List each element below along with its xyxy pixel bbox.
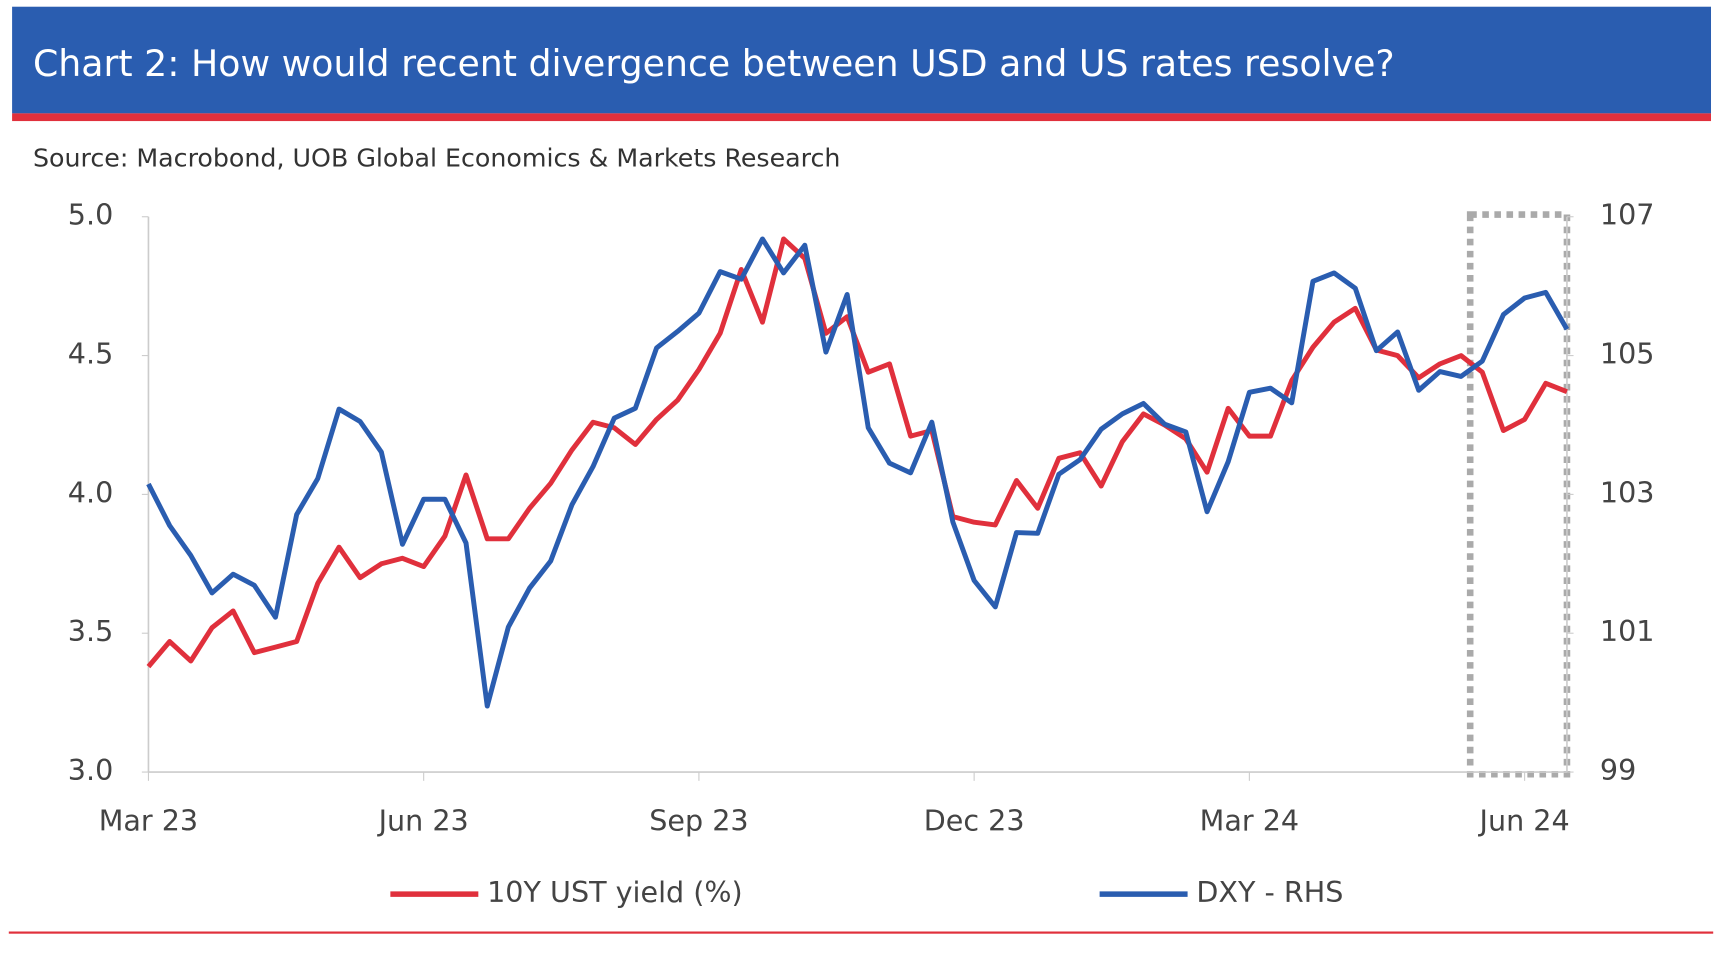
y2-tick-label: 107	[1600, 198, 1655, 232]
title-band	[12, 6, 1712, 114]
y2-tick-label: 101	[1600, 614, 1655, 648]
x-tick-label: Jun 23	[377, 804, 469, 838]
y-tick-label: 4.5	[68, 337, 113, 371]
y-tick-label: 5.0	[68, 198, 113, 232]
x-tick-label: Jun 24	[1478, 804, 1570, 838]
title-underline	[12, 113, 1712, 122]
y-tick-label: 3.5	[68, 614, 113, 648]
legend-label: DXY - RHS	[1196, 875, 1343, 909]
highlight-box	[1466, 211, 1571, 778]
y-tick-label: 4.0	[68, 475, 113, 509]
chart-subtitle: Source: Macrobond, UOB Global Economics …	[33, 144, 840, 173]
x-tick-label: Mar 24	[1200, 804, 1299, 838]
bottom-rule	[8, 931, 1714, 934]
y2-tick-label: 99	[1600, 753, 1636, 787]
chart-title: Chart 2: How would recent divergence bet…	[33, 42, 1395, 85]
series-line	[146, 236, 1568, 669]
y2-tick-label: 105	[1600, 337, 1655, 371]
x-tick-label: Dec 23	[924, 804, 1025, 838]
x-tick-label: Mar 23	[99, 804, 198, 838]
series-line	[146, 236, 1570, 709]
y-tick-label: 3.0	[68, 753, 113, 787]
legend-label: 10Y UST yield (%)	[487, 875, 743, 909]
x-tick-label: Sep 23	[649, 804, 748, 838]
y2-tick-label: 103	[1600, 475, 1655, 509]
